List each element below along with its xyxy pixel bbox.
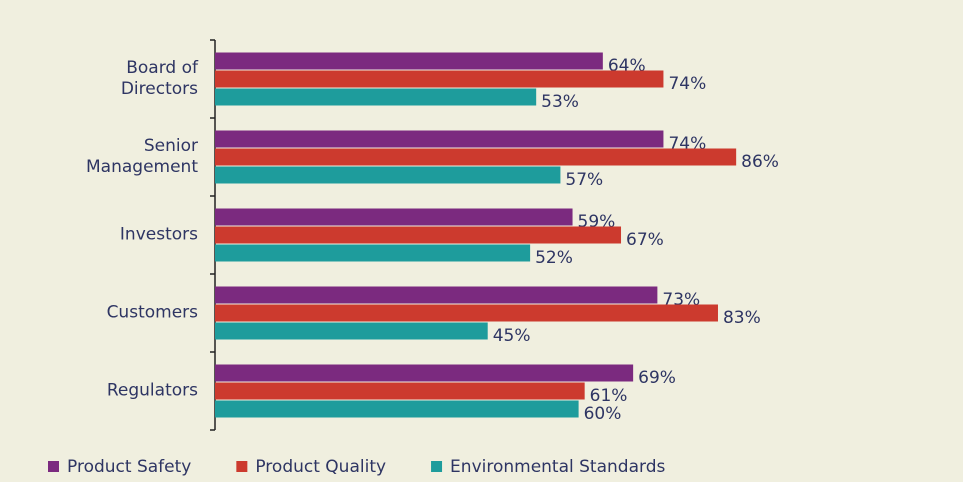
legend-label: Product Quality <box>255 457 386 477</box>
category-label: Customers <box>106 302 198 323</box>
category-label: Board of Directors <box>120 58 198 99</box>
bar <box>215 244 531 262</box>
bar <box>215 166 561 184</box>
bar <box>215 70 664 88</box>
bar <box>215 400 579 418</box>
value-label: 69% <box>638 368 676 388</box>
value-label: 60% <box>584 404 622 424</box>
value-label: 61% <box>590 386 628 406</box>
bar <box>215 382 585 400</box>
bar <box>215 226 622 244</box>
legend-swatch <box>431 461 443 472</box>
legend-swatch <box>236 461 248 472</box>
bar <box>215 322 488 340</box>
value-label: 53% <box>541 92 579 112</box>
legend-label: Environmental Standards <box>450 457 665 477</box>
value-label: 74% <box>668 74 706 94</box>
bar <box>215 130 664 148</box>
category-label: Senior Management <box>86 136 198 177</box>
value-label: 57% <box>565 170 603 190</box>
bar <box>215 148 737 166</box>
bar <box>215 304 718 322</box>
bar <box>215 52 603 70</box>
legend-label: Product Safety <box>67 457 191 477</box>
bar <box>215 364 634 382</box>
value-label: 45% <box>493 326 531 346</box>
value-label: 52% <box>535 248 573 268</box>
bar <box>215 208 573 226</box>
bar <box>215 286 658 304</box>
bar <box>215 88 537 106</box>
value-label: 86% <box>741 152 779 172</box>
legend-swatch <box>48 461 59 472</box>
value-label: 83% <box>723 308 761 328</box>
category-label: Investors <box>119 224 198 245</box>
category-label: Regulators <box>106 380 198 401</box>
value-label: 67% <box>626 230 664 250</box>
